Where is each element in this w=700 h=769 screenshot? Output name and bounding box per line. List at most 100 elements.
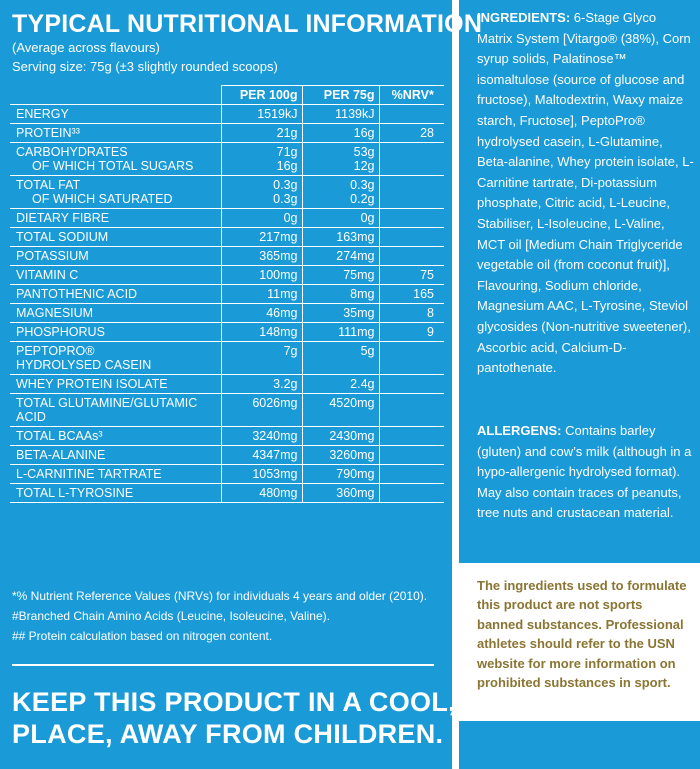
value-per75: 0.3g 0.2g bbox=[301, 175, 380, 209]
value-per75-value: 3260mg bbox=[329, 448, 375, 462]
storage-line-2: PLACE, AWAY FROM CHILDREN. bbox=[12, 719, 444, 749]
nutrient-name-value: PANTOTHENIC ACID bbox=[16, 287, 138, 301]
nutrition-table-body: ENERGY 1519kJ 1139kJ PROTEIN³³ 21g 16g 28 CARBO… bbox=[10, 104, 444, 503]
value-per100: 4347mg bbox=[220, 445, 303, 465]
value-per75-sub: 12g bbox=[353, 159, 375, 173]
ingredients-label: INGREDIENTS: bbox=[477, 10, 571, 25]
value-nrv: 28 bbox=[378, 123, 444, 143]
value-per100-value: 71g bbox=[276, 145, 298, 159]
value-per75: 3260mg bbox=[301, 445, 380, 465]
value-per75-value: 360mg bbox=[336, 486, 375, 500]
nutrient-name-value: VITAMIN C bbox=[16, 268, 79, 282]
nutrient-name: ENERGY bbox=[10, 104, 222, 124]
value-nrv bbox=[378, 175, 444, 209]
value-per75: 53g 12g bbox=[301, 142, 380, 176]
value-per75-value: 274mg bbox=[336, 249, 375, 263]
table-row: MAGNESIUM 46mg 35mg 8 bbox=[10, 303, 444, 323]
nutrient-name-value: ENERGY bbox=[16, 107, 69, 121]
value-per100-value: 365mg bbox=[259, 249, 298, 263]
nutrient-name-value: PROTEIN³³ bbox=[16, 126, 80, 140]
value-per100: 148mg bbox=[220, 322, 303, 342]
value-per75: 35mg bbox=[301, 303, 380, 323]
value-nrv bbox=[378, 208, 444, 228]
value-per75: 1139kJ bbox=[301, 104, 380, 124]
nutrient-name: PANTOTHENIC ACID bbox=[10, 284, 222, 304]
nutrient-name-value: TOTAL FAT bbox=[16, 178, 81, 192]
value-per100: 21g bbox=[220, 123, 303, 143]
value-nrv bbox=[378, 104, 444, 124]
subtitle-average: (Average across flavours) bbox=[12, 40, 160, 55]
nutrient-name-value: L-CARNITINE TARTRATE bbox=[16, 467, 162, 481]
nutrient-name-value: DIETARY FIBRE bbox=[16, 211, 110, 225]
value-per75: 2.4g bbox=[301, 374, 380, 394]
value-per100-sub: 16g bbox=[276, 159, 298, 173]
table-row: TOTAL GLUTAMINE/GLUTAMIC ACID 6026mg 4520mg bbox=[10, 393, 444, 427]
value-nrv bbox=[378, 341, 444, 375]
value-per100: 365mg bbox=[220, 246, 303, 266]
footnote-protein: ## Protein calculation based on nitrogen… bbox=[12, 629, 273, 643]
nutrient-name-sub: OF WHICH SATURATED bbox=[32, 192, 173, 206]
nutrient-name-sub: HYDROLYSED CASEIN bbox=[16, 358, 152, 372]
value-per100-value: 21g bbox=[276, 126, 298, 140]
value-per75-value: 790mg bbox=[336, 467, 375, 481]
nutrient-name-value: WHEY PROTEIN ISOLATE bbox=[16, 377, 168, 391]
value-per75-value: 75mg bbox=[343, 268, 375, 282]
table-row: TOTAL BCAAs³ 3240mg 2430mg bbox=[10, 426, 444, 446]
divider-line bbox=[12, 664, 434, 666]
header-per100: PER 100g bbox=[220, 85, 303, 105]
value-per100: 0.3g 0.3g bbox=[220, 175, 303, 209]
value-per75-sub: 0.2g bbox=[350, 192, 375, 206]
banned-substances-note: The ingredients used to formulate this p… bbox=[477, 578, 687, 691]
value-per100: 3.2g bbox=[220, 374, 303, 394]
table-row: TOTAL SODIUM 217mg 163mg bbox=[10, 227, 444, 247]
value-per75: 111mg bbox=[301, 322, 380, 342]
nutrient-name: CARBOHYDRATES OF WHICH TOTAL SUGARS bbox=[10, 142, 222, 176]
nutrient-name: TOTAL BCAAs³ bbox=[10, 426, 222, 446]
value-per75-value: 4520mg bbox=[329, 396, 375, 410]
ingredients-panel: INGREDIENTS: 6-Stage Glyco Matrix System… bbox=[459, 0, 700, 769]
table-row: CARBOHYDRATES OF WHICH TOTAL SUGARS 71g 16g… bbox=[10, 142, 444, 176]
header-blank bbox=[10, 85, 222, 105]
value-per100-value: 4347mg bbox=[252, 448, 298, 462]
value-per100-sub: 0.3g bbox=[273, 192, 298, 206]
nutrient-name-value: CARBOHYDRATES bbox=[16, 145, 128, 159]
value-nrv bbox=[378, 374, 444, 394]
value-per75: 5g bbox=[301, 341, 380, 375]
ingredients-text: INGREDIENTS: 6-Stage Glyco Matrix System… bbox=[477, 8, 695, 379]
nutrient-name: WHEY PROTEIN ISOLATE bbox=[10, 374, 222, 394]
header-per75: PER 75g bbox=[301, 85, 380, 105]
nutrient-name: TOTAL L-TYROSINE bbox=[10, 483, 222, 503]
value-nrv bbox=[378, 426, 444, 446]
value-per75-value: 2.4g bbox=[350, 377, 375, 391]
value-per100: 480mg bbox=[220, 483, 303, 503]
value-nrv: 9 bbox=[378, 322, 444, 342]
nutrient-name: TOTAL FAT OF WHICH SATURATED bbox=[10, 175, 222, 209]
value-per100-value: 6026mg bbox=[252, 396, 298, 410]
value-nrv: 165 bbox=[378, 284, 444, 304]
value-per75-value: 35mg bbox=[343, 306, 375, 320]
table-row: TOTAL FAT OF WHICH SATURATED 0.3g 0.3g 0.3g 0… bbox=[10, 175, 444, 209]
nutrient-name: PROTEIN³³ bbox=[10, 123, 222, 143]
storage-line-1: KEEP THIS PRODUCT IN A COOL, DRY bbox=[12, 687, 521, 717]
nutrient-name-value: PEPTOPRO® bbox=[16, 344, 95, 358]
nutrition-panel: TYPICAL NUTRITIONAL INFORMATION (Average… bbox=[10, 10, 520, 749]
value-nrv bbox=[378, 393, 444, 427]
value-per100: 11mg bbox=[220, 284, 303, 304]
nutrient-name-value: MAGNESIUM bbox=[16, 306, 94, 320]
nutrient-name: MAGNESIUM bbox=[10, 303, 222, 323]
value-per75: 274mg bbox=[301, 246, 380, 266]
value-per100: 7g bbox=[220, 341, 303, 375]
footnote-nrv: *% Nutrient Reference Values (NRVs) for … bbox=[12, 589, 428, 603]
nutrient-name: BETA-ALANINE bbox=[10, 445, 222, 465]
subtitle-serving: Serving size: 75g (±3 slightly rounded s… bbox=[12, 59, 278, 74]
table-row: L-CARNITINE TARTRATE 1053mg 790mg bbox=[10, 464, 444, 484]
value-per100-value: 0g bbox=[283, 211, 298, 225]
table-row: TOTAL L-TYROSINE 480mg 360mg bbox=[10, 483, 444, 503]
value-per75-value: 53g bbox=[353, 145, 375, 159]
value-per75-value: 1139kJ bbox=[335, 107, 375, 121]
value-per100: 1519kJ bbox=[220, 104, 303, 124]
value-per100-value: 0.3g bbox=[273, 178, 298, 192]
value-per100: 0g bbox=[220, 208, 303, 228]
value-per100-value: 3240mg bbox=[252, 429, 298, 443]
value-per75: 163mg bbox=[301, 227, 380, 247]
